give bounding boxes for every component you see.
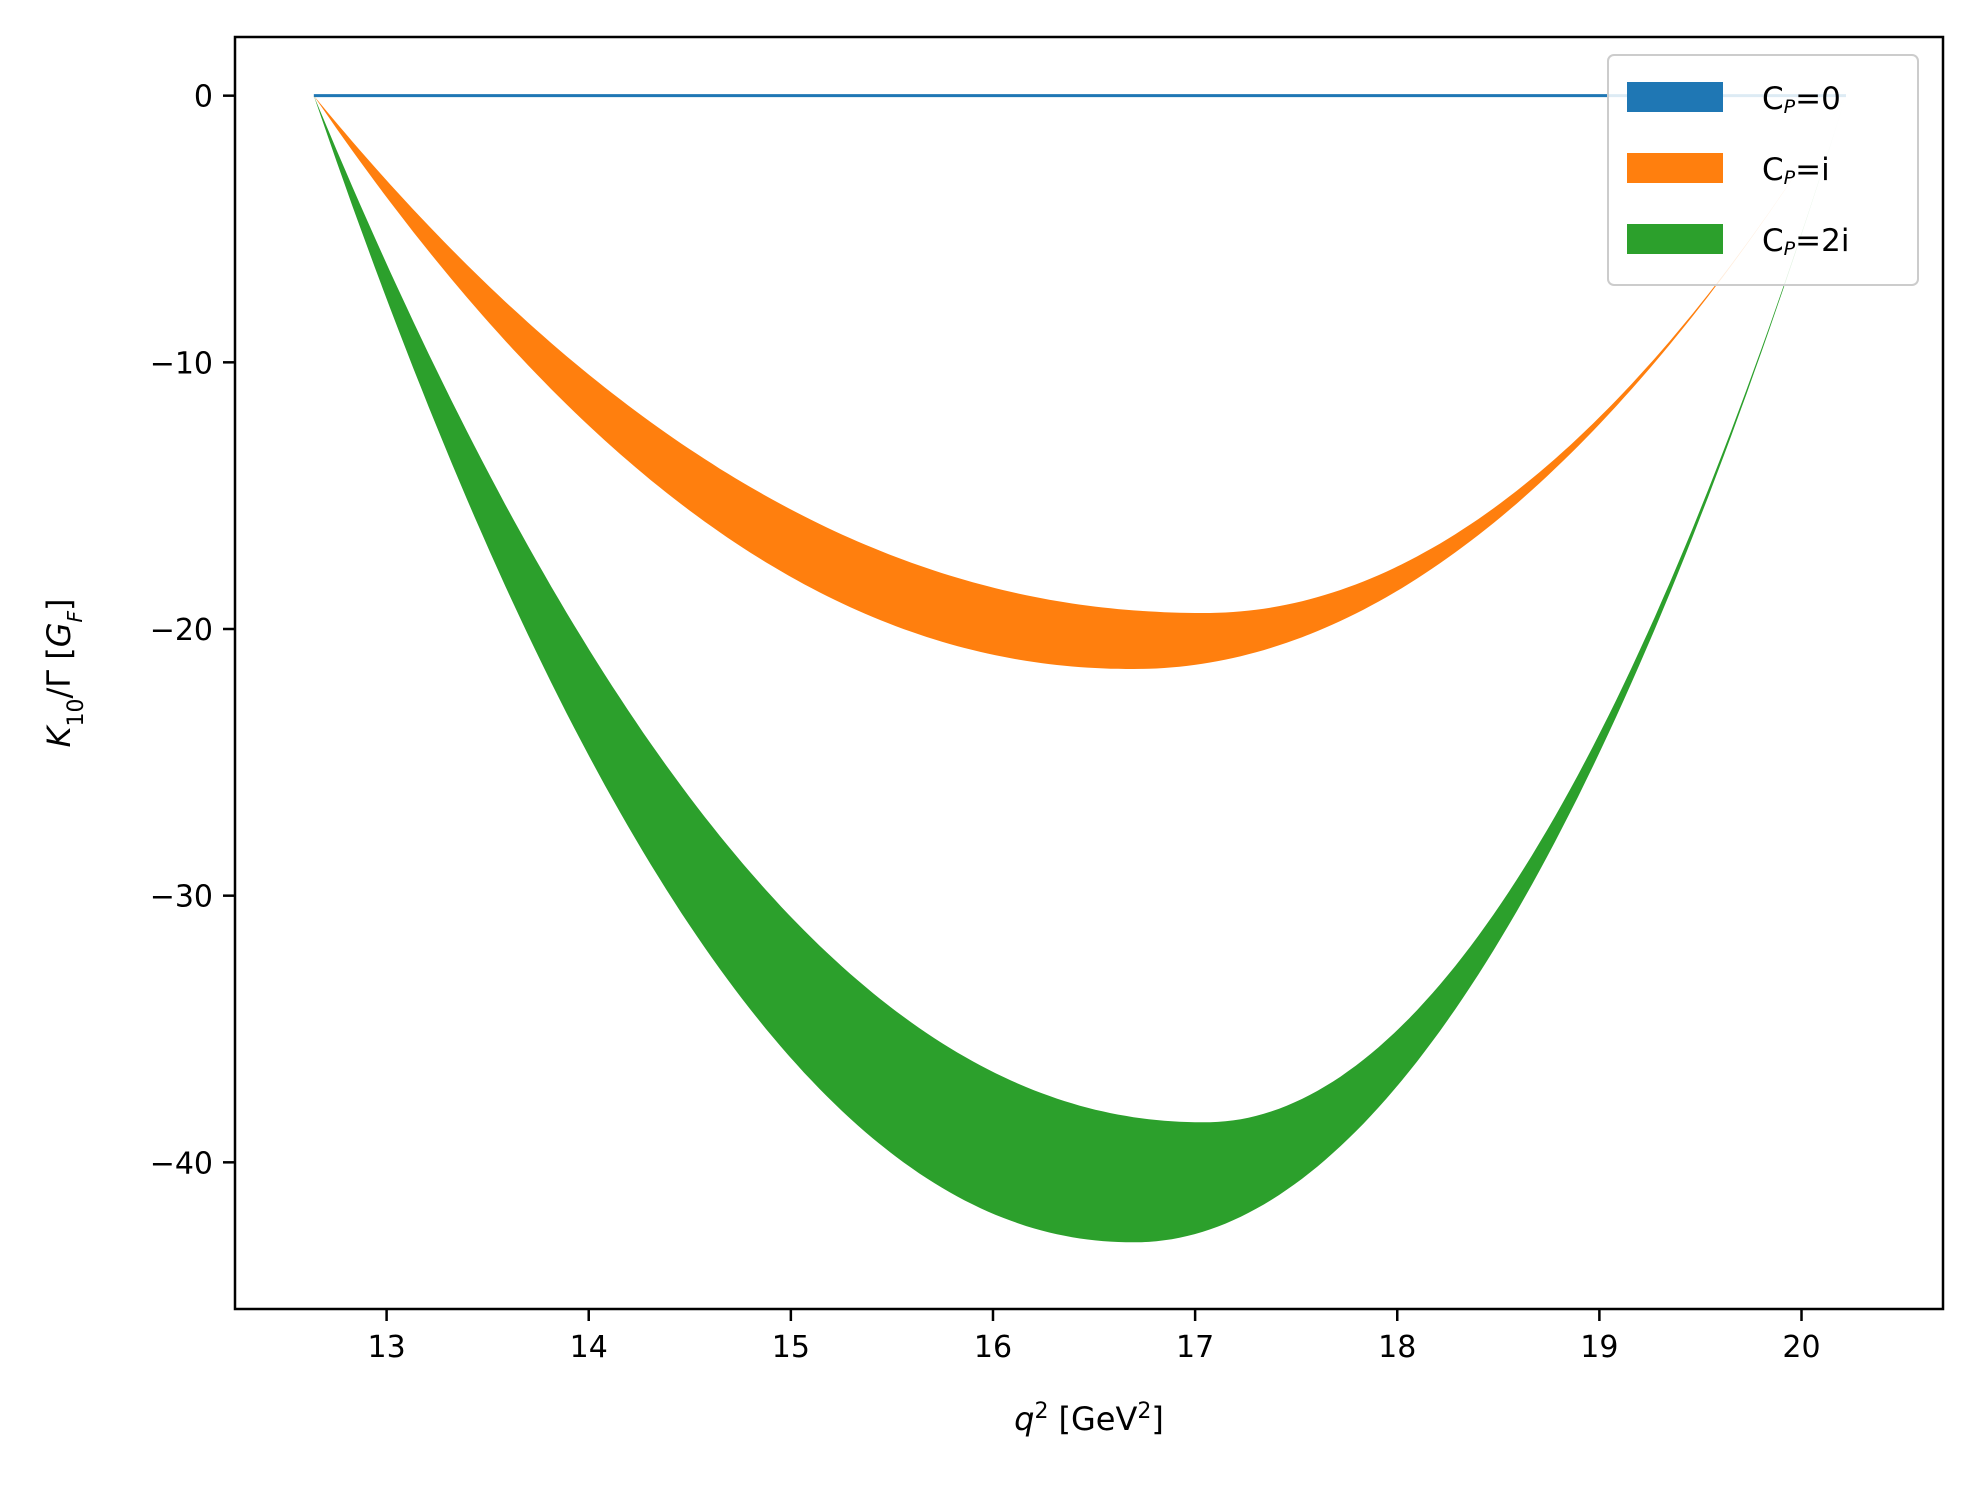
x-tick-label: 20	[1782, 1330, 1820, 1365]
legend-swatch	[1627, 82, 1723, 112]
legend-swatch	[1627, 224, 1723, 254]
x-tick-label: 16	[974, 1330, 1012, 1365]
plot-frame	[233, 35, 1945, 1311]
legend: CP=0 CP=i CP=2i	[1607, 54, 1919, 286]
y-tick-label: −40	[150, 1146, 213, 1181]
y-tick-label: 0	[194, 80, 213, 115]
x-tick-label: 18	[1378, 1330, 1416, 1365]
x-axis-label: q2 [GeV2]	[1014, 1399, 1164, 1439]
legend-swatch	[1627, 153, 1723, 183]
x-tick-label: 17	[1176, 1330, 1214, 1365]
x-tick-label: 15	[772, 1330, 810, 1365]
data-bands	[313, 94, 1846, 1243]
y-tick-label: −20	[150, 613, 213, 648]
y-tick-label: −30	[150, 880, 213, 915]
legend-label: CP=i	[1762, 152, 1830, 189]
y-axis-label: K10/Γ [GF]	[40, 598, 89, 747]
x-tick-label: 13	[368, 1330, 406, 1365]
legend-label: CP=2i	[1762, 223, 1849, 260]
y-axis-ticks: 0 −10 −20 −30 −40	[150, 80, 235, 1181]
x-tick-label: 19	[1580, 1330, 1618, 1365]
x-tick-label: 14	[570, 1330, 608, 1365]
y-tick-label: −10	[150, 346, 213, 381]
x-axis-ticks: 13 14 15 16 17 18 19 20	[368, 1309, 1821, 1365]
legend-label: CP=0	[1762, 81, 1841, 118]
